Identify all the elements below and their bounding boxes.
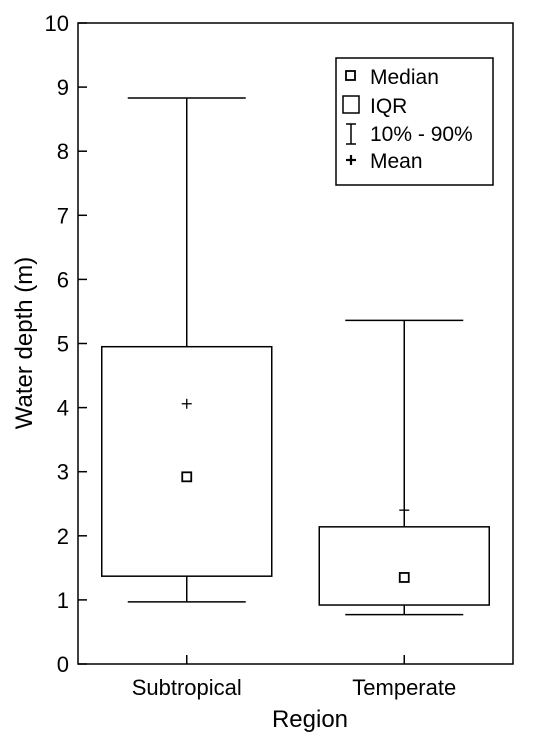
median-marker bbox=[398, 572, 410, 583]
y-tick-label: 1 bbox=[57, 588, 69, 613]
legend-label-whisker: 10% - 90% bbox=[370, 123, 473, 146]
legend-label-median: Median bbox=[370, 66, 439, 89]
legend-label-iqr: IQR bbox=[370, 95, 407, 118]
legend-median-symbol bbox=[345, 70, 356, 81]
y-tick-label: 9 bbox=[57, 75, 69, 100]
y-tick-label: 8 bbox=[57, 139, 69, 164]
median-marker bbox=[181, 471, 193, 483]
legend: Median IQR 10% - 90% Mean bbox=[335, 57, 494, 186]
x-axis-title: Region bbox=[272, 706, 348, 733]
legend-mean-symbol bbox=[346, 155, 356, 165]
box-series bbox=[101, 97, 490, 616]
x-category-label: Temperate bbox=[352, 675, 456, 700]
iqr-box bbox=[318, 526, 490, 606]
y-tick-label: 5 bbox=[57, 332, 69, 357]
x-category-label: Subtropical bbox=[132, 675, 242, 700]
y-tick-label: 10 bbox=[45, 11, 69, 36]
y-tick-label: 3 bbox=[57, 460, 69, 485]
y-axis-title: Water depth (m) bbox=[11, 257, 38, 430]
legend-frame bbox=[335, 57, 494, 186]
y-tick-label: 6 bbox=[57, 267, 69, 292]
y-tick-label: 2 bbox=[57, 524, 69, 549]
x-axis: Subtropical Temperate bbox=[132, 655, 456, 700]
iqr-box bbox=[101, 345, 273, 577]
y-axis: 0 1 2 3 4 5 6 7 8 9 10 bbox=[45, 11, 87, 677]
y-tick-label: 7 bbox=[57, 203, 69, 228]
y-tick-label: 4 bbox=[57, 396, 69, 421]
y-tick-label: 0 bbox=[57, 652, 69, 677]
legend-whisker-symbol bbox=[346, 123, 356, 145]
legend-label-mean: Mean bbox=[370, 150, 423, 173]
legend-iqr-symbol bbox=[342, 95, 360, 114]
